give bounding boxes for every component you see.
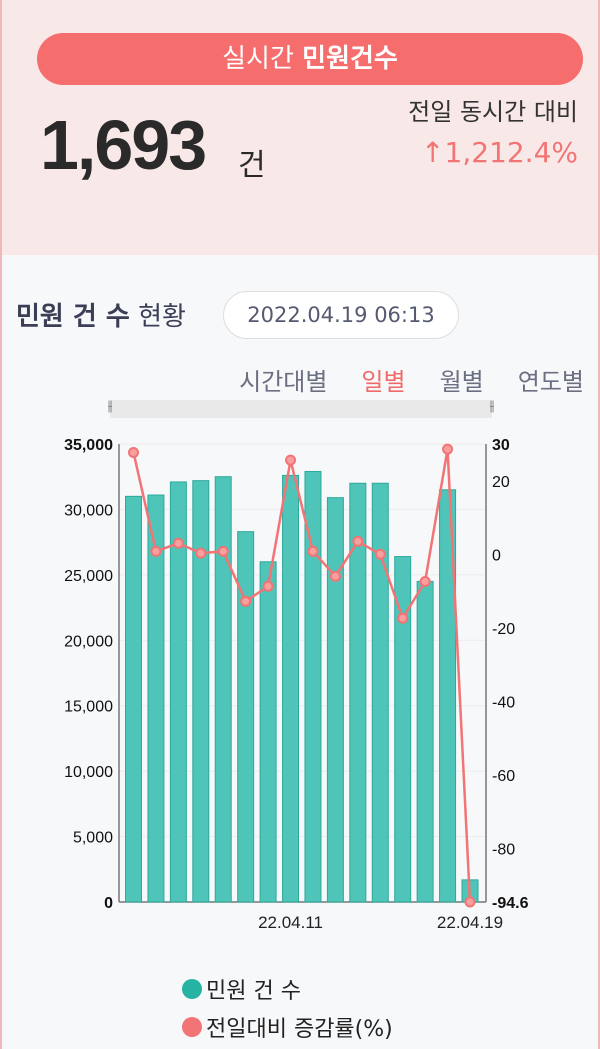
rate-point (285, 454, 297, 466)
left-tick-label: 15,000 (64, 699, 113, 716)
rate-point (240, 595, 252, 607)
legend-item-line[interactable]: 전일대비 증감률(%) (182, 1008, 393, 1046)
summary-panel: 실시간 민원건수 1,693 건 전일 동시간 대비 ↑1,212.4% (2, 0, 598, 255)
banner-bold-text: 민원건수 (302, 44, 398, 74)
scroll-handle-right-icon[interactable]: ⫲ (489, 398, 495, 414)
title-bold: 민원 건 수 (16, 302, 130, 332)
rate-point (262, 580, 274, 592)
bar (349, 482, 367, 903)
complaint-count: 1,693 (40, 106, 207, 184)
bar (192, 480, 210, 903)
right-tick-label: -20 (492, 621, 515, 638)
rate-point (150, 545, 162, 557)
right-tick-label: -60 (492, 768, 515, 785)
bar (326, 497, 344, 903)
period-tabs: 시간대별 일별 월별 연도별 (239, 362, 584, 405)
compare-value: ↑1,212.4% (421, 136, 578, 169)
compare-label: 전일 동시간 대비 (408, 98, 578, 126)
compare-percent: 1,212.4% (444, 136, 578, 169)
rate-point (419, 575, 431, 587)
rate-point (128, 446, 139, 458)
datetime-badge: 2022.04.19 06:13 (223, 291, 459, 339)
bar (147, 494, 165, 903)
tab-hourly[interactable]: 시간대별 (239, 368, 328, 396)
legend-dot-icon (182, 979, 202, 999)
rate-point (352, 535, 364, 547)
rate-point (374, 548, 386, 560)
bar (169, 481, 187, 903)
bar (282, 474, 300, 903)
right-tick-label: 20 (492, 474, 510, 491)
bar (394, 556, 412, 903)
bar (439, 489, 457, 903)
count-unit: 건 (238, 148, 266, 183)
right-tick-label: -40 (492, 694, 515, 711)
bar (259, 561, 277, 903)
bar (304, 470, 322, 903)
arrow-up-icon: ↑ (421, 136, 445, 169)
banner-light-text: 실시간 (222, 44, 294, 74)
chart-legend: 민원 건 수 전일대비 증감률(%) (182, 970, 393, 1046)
bar (416, 580, 434, 903)
section-title: 민원 건 수 현황 (16, 296, 186, 333)
legend-label: 전일대비 증감률(%) (206, 1017, 393, 1042)
right-tick-label: 30 (492, 437, 510, 454)
left-tick-label: 35,000 (64, 437, 113, 454)
bar (237, 531, 255, 903)
rate-point (397, 612, 409, 624)
title-light: 현황 (138, 302, 186, 332)
left-tick-label: 20,000 (64, 633, 113, 650)
rate-point (464, 896, 476, 908)
rate-point (442, 443, 454, 455)
left-tick-label: 10,000 (64, 764, 113, 781)
rate-point (172, 537, 184, 549)
left-tick-label: 30,000 (64, 502, 113, 519)
left-tick-label: 5,000 (73, 830, 113, 847)
bar (214, 476, 232, 903)
rate-point (329, 570, 341, 582)
legend-dot-icon (182, 1017, 202, 1037)
legend-label: 민원 건 수 (206, 979, 301, 1004)
right-tick-label: -94.6 (492, 895, 529, 912)
tab-monthly[interactable]: 월별 (439, 368, 484, 396)
scroll-handle-left-icon[interactable]: ⫲ (107, 398, 113, 414)
rate-point (217, 545, 229, 557)
right-tick-label: -80 (492, 841, 515, 858)
rate-line (132, 448, 472, 903)
tab-yearly[interactable]: 연도별 (517, 368, 584, 396)
right-tick-label: 0 (492, 547, 501, 564)
realtime-banner: 실시간 민원건수 (37, 33, 583, 85)
left-tick-label: 25,000 (64, 568, 113, 585)
left-tick-label: 0 (104, 895, 113, 912)
x-tick-label: 22.04.19 (437, 913, 503, 932)
bar (125, 495, 142, 903)
x-tick-label: 22.04.11 (258, 913, 323, 932)
rate-point (307, 545, 319, 557)
chart-range-scrollbar[interactable]: ⫲ ⫲ (108, 398, 494, 418)
legend-item-bar[interactable]: 민원 건 수 (182, 970, 393, 1008)
bar (371, 482, 389, 903)
rate-point (195, 547, 207, 559)
